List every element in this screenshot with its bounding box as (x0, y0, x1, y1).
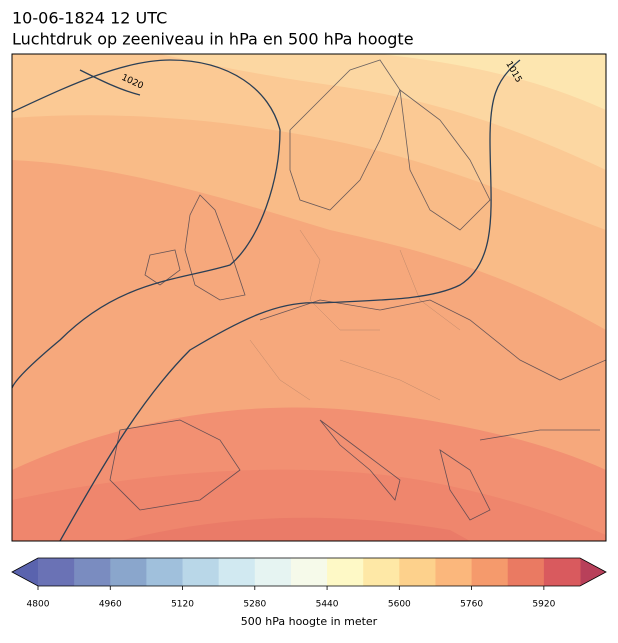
colorbar-band (435, 558, 473, 586)
colorbar-label: 500 hPa hoogte in meter (241, 615, 378, 628)
colorbar-band (471, 558, 509, 586)
colorbar-tick-label: 5440 (316, 600, 339, 610)
colorbar-tick-label: 5920 (532, 600, 555, 610)
map-frame (11, 53, 607, 542)
colorbar-band (218, 558, 256, 586)
colorbar-under (12, 558, 38, 586)
colorbar-band (290, 558, 328, 586)
title-date: 10-06-1824 12 UTC (12, 9, 167, 28)
colorbar-band (327, 558, 364, 586)
map: 1020 1015 (11, 53, 607, 542)
colorbar-band (254, 558, 292, 586)
colorbar-tick-label: 4800 (27, 600, 50, 610)
colorbar-band (110, 558, 147, 586)
colorbar-tick-label: 5280 (243, 600, 266, 610)
colorbar-tick-label: 5120 (171, 600, 194, 610)
colorbar-band (507, 558, 545, 586)
colorbar-band (543, 558, 581, 586)
colorbar: 4800 4960 5120 5280 5440 5600 5760 5920 (11, 557, 607, 610)
colorbar-tick-label: 4960 (99, 600, 122, 610)
title-description: Luchtdruk op zeeniveau in hPa en 500 hPa… (12, 30, 414, 49)
colorbar-tick-label: 5600 (388, 600, 411, 610)
colorbar-tick-label: 5760 (460, 600, 483, 610)
colorbar-band (146, 558, 184, 586)
colorbar-band (74, 558, 111, 586)
colorbar-band (182, 558, 220, 586)
colorbar-band (363, 558, 400, 586)
colorbar-band (38, 558, 75, 586)
colorbar-over (580, 558, 606, 586)
colorbar-band (399, 558, 436, 586)
colorbar-frame (11, 557, 607, 587)
